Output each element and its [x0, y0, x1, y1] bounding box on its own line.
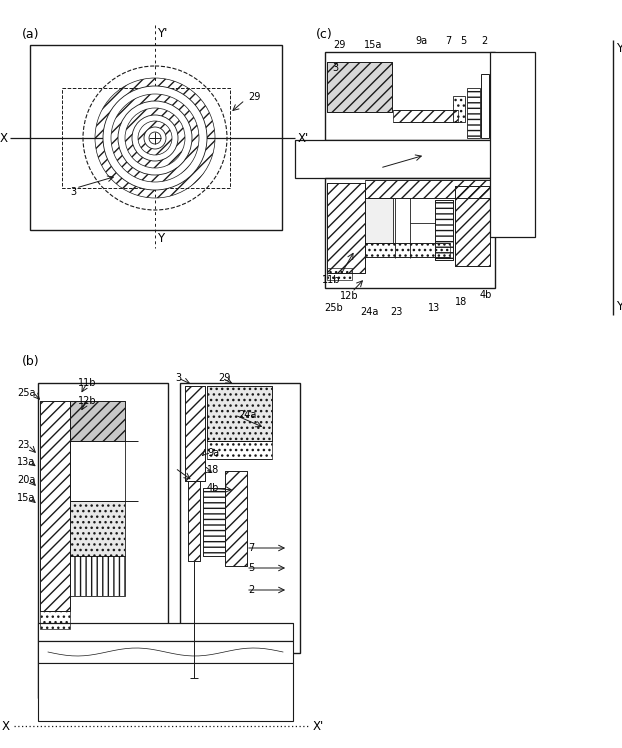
- Text: 13a: 13a: [17, 457, 35, 467]
- Bar: [327, 62, 392, 112]
- Text: X: X: [0, 132, 8, 144]
- Bar: [327, 62, 392, 112]
- Text: 25a: 25a: [17, 388, 35, 398]
- Text: Y': Y': [157, 27, 167, 40]
- Bar: [62, 88, 230, 188]
- Bar: [327, 183, 365, 273]
- Bar: [490, 52, 535, 237]
- Text: 9a: 9a: [415, 36, 427, 46]
- Text: 15a: 15a: [17, 493, 35, 503]
- Bar: [38, 663, 293, 721]
- Bar: [325, 178, 495, 288]
- Text: 15a: 15a: [364, 40, 383, 50]
- Text: 24a: 24a: [360, 307, 378, 317]
- Bar: [38, 641, 293, 663]
- Bar: [455, 186, 490, 266]
- Bar: [225, 471, 247, 566]
- Bar: [40, 401, 70, 611]
- Text: 13: 13: [428, 303, 440, 313]
- Bar: [70, 401, 125, 441]
- Bar: [70, 401, 125, 441]
- Bar: [70, 441, 125, 501]
- Text: 5: 5: [248, 563, 254, 573]
- Text: 18: 18: [455, 297, 467, 307]
- Text: 24a: 24a: [238, 410, 256, 420]
- Text: Y: Y: [157, 232, 164, 245]
- Text: Y': Y': [616, 42, 622, 55]
- Text: 23: 23: [390, 307, 402, 317]
- Text: Y: Y: [616, 300, 622, 313]
- Bar: [365, 243, 450, 257]
- Text: 11b: 11b: [78, 378, 96, 388]
- Text: 29: 29: [248, 92, 261, 102]
- Bar: [327, 62, 392, 112]
- Bar: [185, 386, 205, 481]
- Bar: [38, 623, 293, 641]
- Bar: [30, 45, 282, 230]
- Bar: [70, 556, 125, 596]
- Bar: [325, 52, 495, 140]
- Text: 4b: 4b: [480, 290, 493, 300]
- Circle shape: [144, 127, 166, 149]
- Bar: [203, 488, 225, 556]
- Bar: [70, 401, 125, 441]
- Text: 12b: 12b: [78, 396, 96, 406]
- Bar: [40, 611, 70, 629]
- Text: 18: 18: [207, 465, 219, 475]
- Text: (c): (c): [316, 28, 333, 41]
- Bar: [185, 386, 205, 481]
- Text: 4b: 4b: [207, 483, 220, 493]
- Circle shape: [118, 101, 192, 175]
- Text: 7: 7: [445, 36, 451, 46]
- Bar: [70, 556, 125, 596]
- Bar: [453, 96, 465, 122]
- Bar: [295, 140, 495, 178]
- Bar: [327, 183, 365, 273]
- Circle shape: [103, 86, 207, 190]
- Bar: [38, 383, 168, 698]
- Circle shape: [132, 115, 178, 161]
- Text: X': X': [313, 720, 324, 732]
- Bar: [40, 401, 70, 611]
- Text: X': X': [298, 132, 309, 144]
- Bar: [70, 501, 125, 556]
- Bar: [435, 200, 453, 260]
- Bar: [467, 88, 480, 138]
- Bar: [481, 74, 489, 138]
- Bar: [188, 481, 200, 561]
- Text: 11b: 11b: [322, 275, 340, 285]
- Text: 3: 3: [332, 63, 338, 73]
- Bar: [365, 198, 393, 243]
- Bar: [365, 180, 490, 198]
- Text: (a): (a): [22, 28, 40, 41]
- Text: 29: 29: [333, 40, 345, 50]
- Text: (b): (b): [22, 355, 40, 368]
- Text: 20a: 20a: [17, 475, 35, 485]
- Bar: [393, 110, 458, 122]
- Bar: [327, 268, 352, 280]
- Bar: [435, 200, 453, 260]
- Bar: [455, 186, 490, 266]
- Bar: [70, 501, 125, 556]
- Bar: [180, 383, 300, 653]
- Text: 5: 5: [460, 36, 466, 46]
- Text: 7: 7: [248, 543, 254, 553]
- Text: 12b: 12b: [340, 291, 359, 301]
- Text: 23: 23: [17, 440, 29, 450]
- Bar: [225, 471, 247, 566]
- Text: 25b: 25b: [324, 303, 343, 313]
- Text: 29: 29: [218, 373, 230, 383]
- Bar: [207, 441, 272, 459]
- Text: 2: 2: [481, 36, 487, 46]
- Text: 3: 3: [70, 187, 76, 197]
- Text: 9a: 9a: [207, 448, 219, 458]
- Bar: [207, 386, 272, 441]
- Circle shape: [149, 132, 161, 144]
- Bar: [203, 488, 225, 556]
- Text: 2: 2: [248, 585, 254, 595]
- Text: X: X: [2, 720, 10, 732]
- Bar: [207, 386, 272, 441]
- Bar: [188, 481, 200, 561]
- Text: 3: 3: [175, 373, 181, 383]
